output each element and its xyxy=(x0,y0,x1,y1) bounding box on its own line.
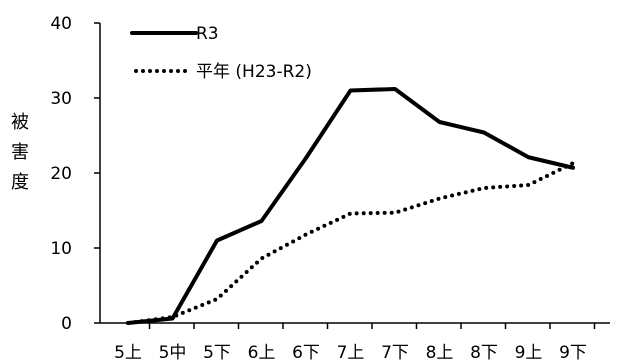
x-tick-label: 6上 xyxy=(248,343,276,363)
x-tick-label: 7下 xyxy=(381,343,409,363)
x-tick-label: 5下 xyxy=(203,343,231,363)
y-axis-label-char: 度 xyxy=(11,172,29,193)
y-axis-label: 被害度 xyxy=(11,112,29,193)
y-axis-ticks: 0 10 20 30 40 xyxy=(50,14,100,334)
legend-label-r3: R3 xyxy=(196,24,219,44)
x-tick-label: 8下 xyxy=(470,343,498,363)
series-line-r3 xyxy=(126,87,575,325)
y-tick-label: 10 xyxy=(50,239,72,259)
y-tick-label: 0 xyxy=(61,314,72,334)
y-tick-label: 30 xyxy=(50,89,72,109)
y-axis-label-char: 害 xyxy=(11,142,29,163)
legend-label-normal-year: 平年 (H23-R2) xyxy=(196,62,312,82)
legend: R3 平年 (H23-R2) xyxy=(130,24,312,82)
series-line-normal-year xyxy=(126,161,575,325)
axes xyxy=(99,23,610,324)
x-tick-label: 7上 xyxy=(337,343,365,363)
x-tick-label: 9下 xyxy=(559,343,587,363)
y-tick-label: 40 xyxy=(50,14,72,34)
x-tick-label: 6下 xyxy=(292,343,320,363)
x-tick-label: 5上 xyxy=(114,343,142,363)
series-layer xyxy=(126,87,575,325)
x-tick-label: 9上 xyxy=(515,343,543,363)
y-axis-label-char: 被 xyxy=(11,112,29,133)
x-tick-label: 8上 xyxy=(426,343,454,363)
y-tick-label: 20 xyxy=(50,164,72,184)
x-axis-ticks: 5上 5中 5下 6上 6下 7上 7下 8上 8下 9上 9下 xyxy=(114,323,596,363)
x-tick-label: 5中 xyxy=(159,343,187,363)
